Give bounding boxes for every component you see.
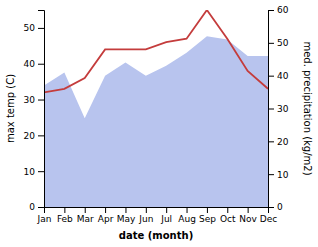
tick-label: 10 [24, 167, 36, 177]
tick-label: 50 [24, 23, 36, 33]
tick: Aug [178, 207, 196, 224]
tick: Sep [199, 207, 216, 224]
tick: 20 [24, 131, 44, 141]
tick-mark [146, 207, 147, 213]
tick-mark [105, 207, 106, 213]
tick-label: Apr [98, 214, 114, 224]
y-axis-title: max temp (C) [5, 74, 16, 143]
tick-label: Jan [37, 214, 52, 224]
tick: 30 [268, 104, 289, 114]
tick: May [117, 207, 136, 224]
tick: Mar [77, 207, 94, 224]
tick: Feb [57, 207, 73, 224]
y-axis: 0 10 20 30 40 50 [24, 11, 45, 213]
tick-mark [268, 43, 274, 44]
tick: Nov [239, 207, 257, 224]
tick-label: Dec [260, 214, 277, 224]
tick: 20 [268, 137, 289, 147]
tick-mark [166, 207, 167, 213]
tick-label: 10 [277, 170, 289, 180]
tick-mark [268, 174, 274, 175]
tick-mark [187, 207, 188, 213]
precipitation-area [44, 36, 268, 207]
x-axis-title: date (month) [119, 230, 193, 241]
tick-label: Oct [220, 214, 236, 224]
tick-mark [38, 171, 44, 172]
tick-label: Feb [57, 214, 73, 224]
tick: Jul [160, 207, 172, 224]
tick-label: 30 [24, 95, 36, 105]
tick-mark [268, 207, 274, 208]
tick-mark [38, 207, 44, 208]
tick-mark [268, 109, 274, 110]
axis-line [269, 11, 275, 208]
tick-mark [85, 207, 86, 213]
chart: JanFebMarAprMayJunJulAugSepOctNovDec0102… [0, 0, 318, 247]
tick: Jun [138, 207, 153, 224]
axis-line [38, 11, 45, 208]
tick-mark [227, 207, 228, 213]
tick-label: 40 [277, 71, 289, 81]
tick-label: 20 [277, 137, 289, 147]
tick-mark [268, 76, 274, 77]
tick-label: 20 [24, 131, 36, 141]
tick: 60 [268, 5, 289, 15]
tick-label: Nov [239, 214, 257, 224]
tick: 0 [268, 202, 283, 212]
tick-label: May [117, 214, 136, 224]
tick-label: 30 [277, 104, 289, 114]
tick-mark [38, 28, 44, 29]
tick: 0 [29, 202, 44, 212]
marks [44, 10, 268, 207]
tick-mark [38, 64, 44, 65]
tick-label: 0 [277, 202, 283, 212]
temperature-line [44, 10, 268, 92]
tick: 50 [24, 23, 44, 33]
tick: 40 [268, 71, 289, 81]
tick: Jan [37, 207, 52, 224]
tick-mark [268, 141, 274, 142]
axis-line [45, 208, 269, 214]
tick-label: 0 [29, 202, 35, 212]
tick: 10 [268, 170, 289, 180]
tick-mark [207, 207, 208, 213]
tick: 50 [268, 38, 289, 48]
tick-label: 40 [24, 59, 36, 69]
y2-axis-title: med. precipitation (kg/m2) [302, 41, 313, 175]
tick-label: Mar [77, 214, 94, 224]
tick-mark [38, 100, 44, 101]
tick-mark [268, 10, 274, 11]
tick-label: Jun [138, 214, 153, 224]
tick: Dec [260, 207, 277, 224]
tick-mark [38, 135, 44, 136]
tick-label: Jul [160, 214, 172, 224]
tick: Apr [98, 207, 114, 224]
tick-mark [125, 207, 126, 213]
y2-axis: 0 10 20 30 40 50 60 [268, 5, 289, 212]
tick-label: 60 [277, 5, 289, 15]
plot: JanFebMarAprMayJunJulAugSepOctNovDec0102… [5, 5, 313, 241]
tick-mark [64, 207, 65, 213]
x-axis: Jan Feb Mar AprMayJun Jul AugSep OctNovDec [37, 207, 278, 224]
tick: 30 [24, 95, 44, 105]
tick: Oct [220, 207, 236, 224]
tick-label: Sep [199, 214, 216, 224]
tick-mark [248, 207, 249, 213]
tick: 10 [24, 167, 44, 177]
tick: 40 [24, 59, 44, 69]
tick-label: 50 [277, 38, 289, 48]
tick-label: Aug [178, 214, 196, 224]
